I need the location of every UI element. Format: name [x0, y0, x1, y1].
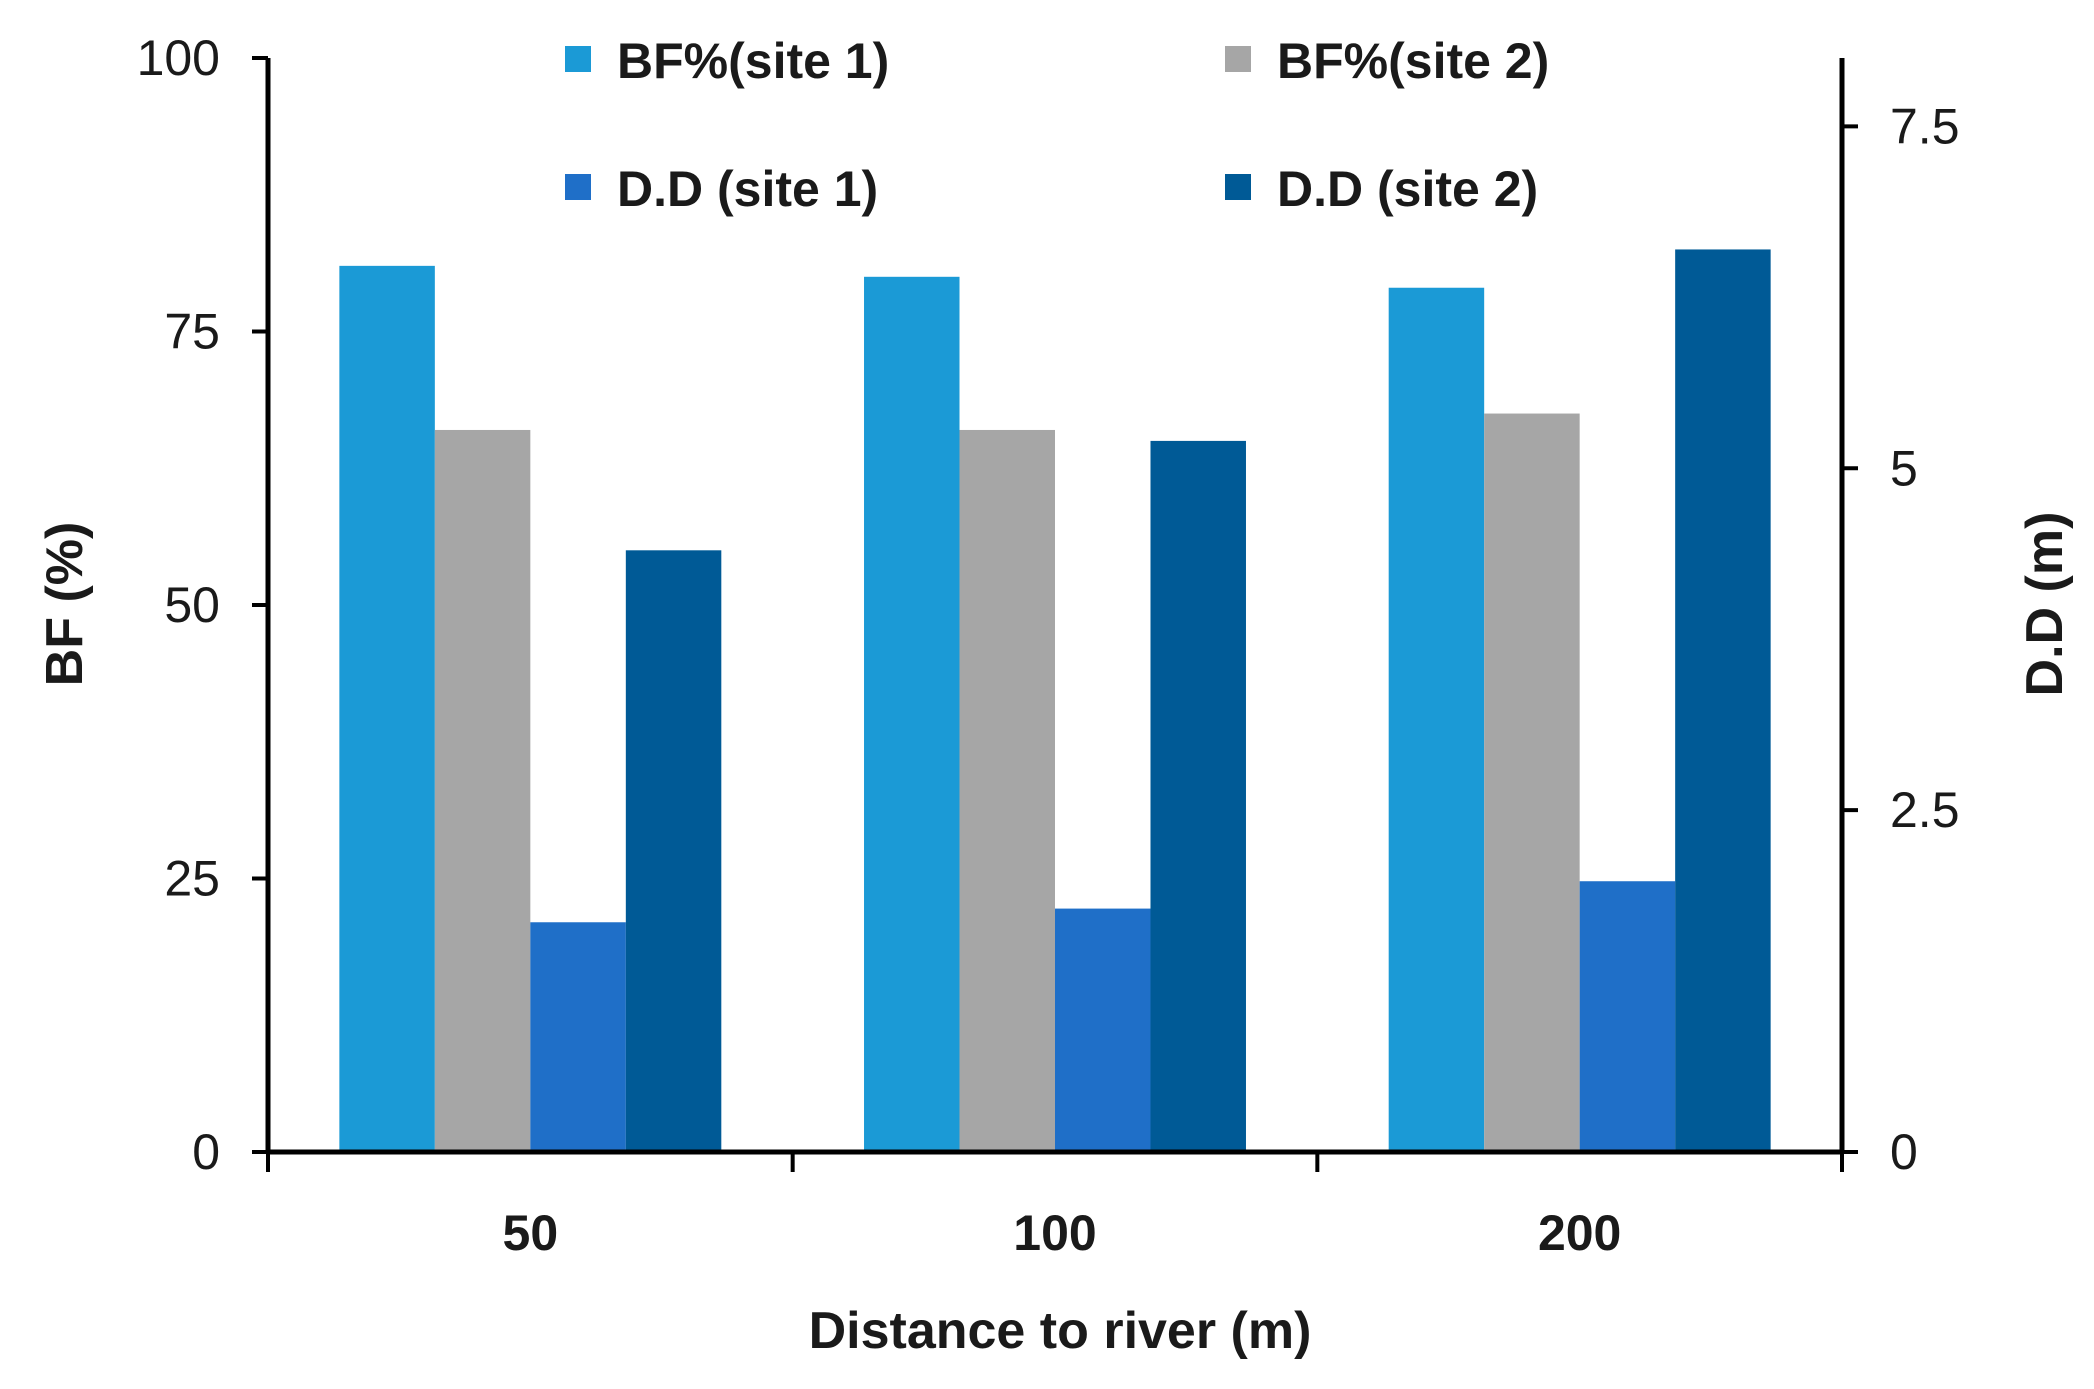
- bar-bf-site-2-200: [1484, 413, 1580, 1152]
- legend-swatch: [1225, 46, 1251, 72]
- right-tick-label: 0: [1890, 1124, 1918, 1180]
- left-tick-label: 25: [164, 851, 220, 907]
- bar-d-d-site-2-50: [625, 550, 722, 1152]
- right-tick-label: 7.5: [1890, 98, 1960, 154]
- legend-swatch: [565, 174, 591, 200]
- x-axis-title: Distance to river (m): [809, 1302, 1312, 1360]
- legend: BF%(site 1) BF%(site 2) D.D (site 1) D.D (s…: [565, 33, 1549, 217]
- left-tick-label: 0: [192, 1124, 220, 1180]
- legend-swatch: [565, 46, 591, 72]
- category-label: 100: [1013, 1205, 1096, 1261]
- bar-bf-site-1-50: [339, 265, 435, 1152]
- bar-bf-site-1-200: [1388, 287, 1485, 1152]
- bar-d-d-site-2-200: [1675, 249, 1771, 1152]
- right-y-ticks: 0 2.5 5 7.5: [1842, 98, 1960, 1180]
- bar-d-d-site-1-100: [1055, 908, 1151, 1152]
- legend-label: D.D (site 2): [1277, 161, 1538, 217]
- bar-bf-site-2-50: [434, 429, 531, 1153]
- legend-label: BF%(site 1): [617, 33, 889, 89]
- right-tick-label: 5: [1890, 440, 1918, 496]
- legend-label: D.D (site 1): [617, 161, 878, 217]
- left-tick-label: 75: [164, 304, 220, 360]
- left-tick-label: 50: [164, 577, 220, 633]
- right-tick-label: 2.5: [1890, 782, 1960, 838]
- bar-d-d-site-1-200: [1579, 881, 1676, 1152]
- left-y-axis-title: BF (%): [36, 522, 94, 687]
- x-ticks: 50 100 200: [266, 1152, 1844, 1261]
- category-label: 50: [503, 1205, 559, 1261]
- legend-label: BF%(site 2): [1277, 33, 1549, 89]
- bars-layer: [339, 249, 1771, 1153]
- right-y-axis-title: D.D (m): [2016, 512, 2074, 697]
- bar-d-d-site-1-50: [530, 922, 626, 1152]
- category-label: 200: [1538, 1205, 1621, 1261]
- bar-bf-site-1-100: [864, 276, 960, 1152]
- bar-bf-site-2-100: [959, 429, 1055, 1153]
- bar-d-d-site-2-100: [1150, 440, 1246, 1152]
- legend-swatch: [1225, 174, 1251, 200]
- left-tick-label: 100: [137, 30, 220, 86]
- left-y-ticks: 0 25 50 75 100: [137, 30, 268, 1180]
